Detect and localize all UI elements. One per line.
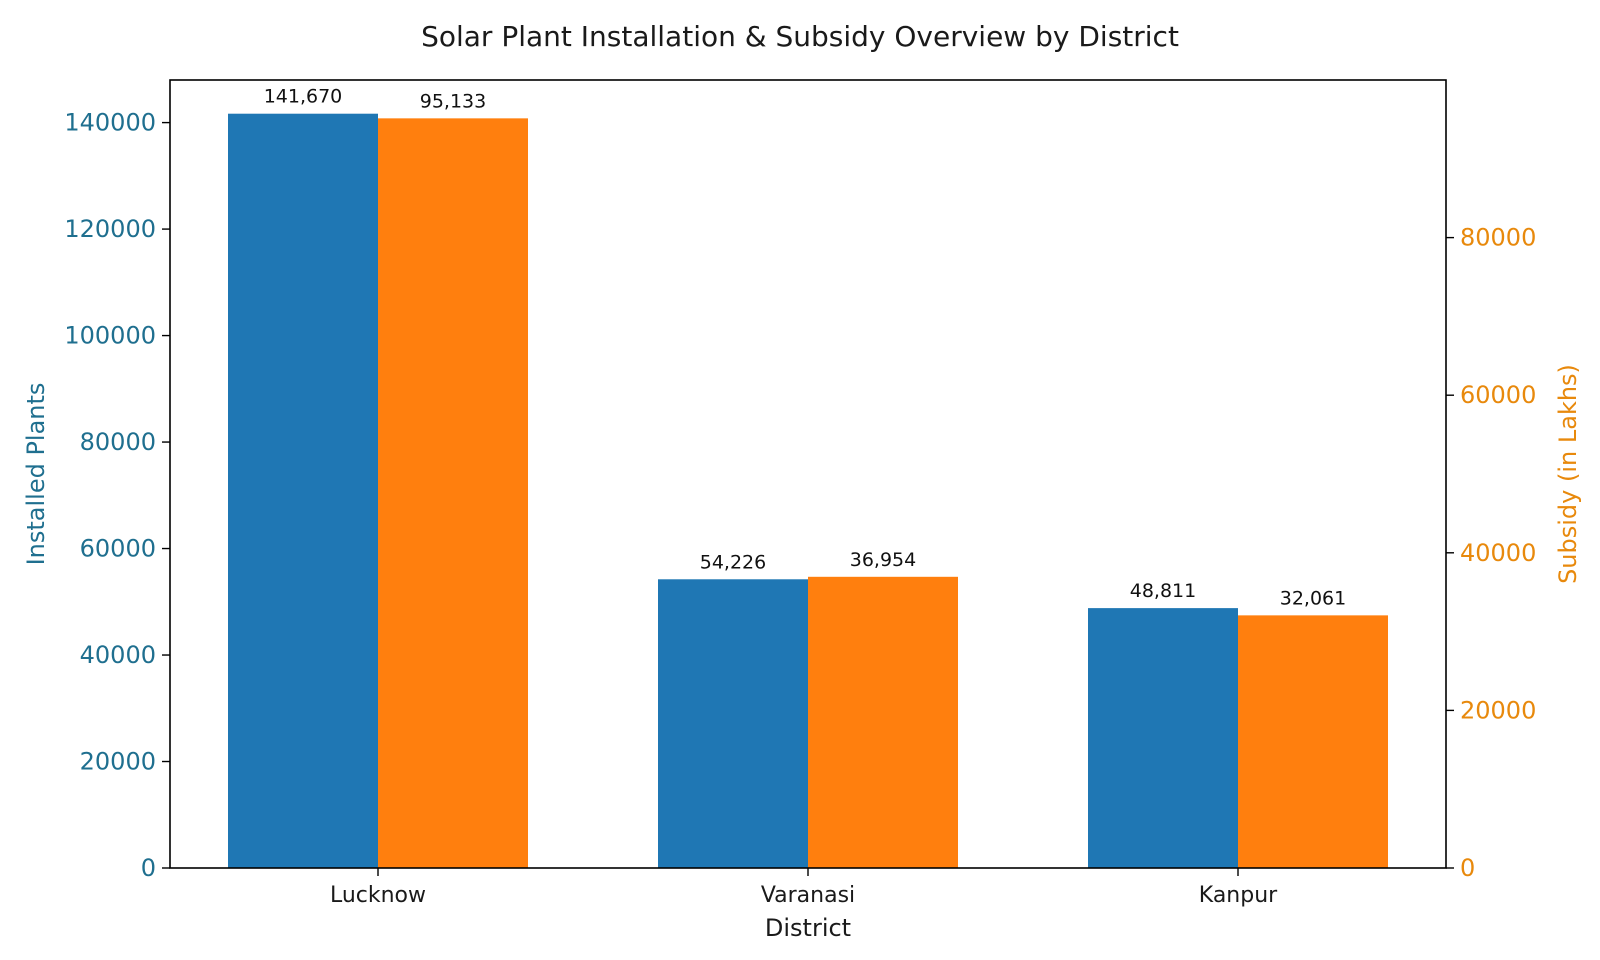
chart-title: Solar Plant Installation & Subsidy Overv… bbox=[421, 20, 1179, 53]
data-label: 95,133 bbox=[420, 90, 486, 112]
left-tick-label: 20000 bbox=[80, 748, 156, 776]
right-tick-label: 20000 bbox=[1460, 696, 1536, 724]
left-tick-label: 80000 bbox=[80, 428, 156, 456]
bar-varanasi-subsidy bbox=[808, 576, 958, 868]
x-tick-label: Varanasi bbox=[761, 883, 855, 908]
right-tick-label: 80000 bbox=[1460, 224, 1536, 252]
y-axis-right-label: Subsidy (in Lakhs) bbox=[1554, 364, 1582, 584]
left-tick-label: 60000 bbox=[80, 535, 156, 563]
data-labels-layer: 141,670 54,226 48,811 95,133 36,954 32,061 bbox=[264, 86, 1347, 610]
bar-lucknow-installed bbox=[228, 113, 378, 868]
left-tick-label: 0 bbox=[141, 854, 156, 882]
bar-kanpur-subsidy bbox=[1238, 615, 1388, 868]
left-tick-label: 40000 bbox=[80, 641, 156, 669]
x-axis-ticks: Lucknow Varanasi Kanpur bbox=[330, 868, 1278, 908]
left-tick-label: 140000 bbox=[64, 109, 156, 137]
data-label: 54,226 bbox=[700, 551, 766, 573]
bar-varanasi-installed bbox=[658, 579, 808, 868]
bars-layer bbox=[228, 113, 1388, 869]
data-label: 32,061 bbox=[1280, 587, 1346, 609]
bar-kanpur-installed bbox=[1088, 608, 1238, 868]
right-tick-label: 60000 bbox=[1460, 381, 1536, 409]
right-tick-label: 0 bbox=[1460, 854, 1475, 882]
bar-lucknow-subsidy bbox=[378, 118, 528, 869]
left-tick-label: 120000 bbox=[64, 215, 156, 243]
x-axis-label: District bbox=[765, 914, 851, 942]
y-axis-left-label: Installed Plants bbox=[22, 383, 50, 566]
data-label: 48,811 bbox=[1130, 580, 1196, 602]
x-tick-label: Lucknow bbox=[330, 883, 426, 908]
data-label: 36,954 bbox=[850, 549, 916, 571]
left-axis-ticks: 0 20000 40000 60000 80000 100000 120000 140000 bbox=[64, 109, 170, 882]
data-label: 141,670 bbox=[264, 86, 343, 108]
x-tick-label: Kanpur bbox=[1199, 883, 1278, 908]
left-tick-label: 100000 bbox=[64, 322, 156, 350]
right-tick-label: 40000 bbox=[1460, 539, 1536, 567]
right-axis-ticks: 0 20000 40000 60000 80000 bbox=[1446, 224, 1536, 882]
